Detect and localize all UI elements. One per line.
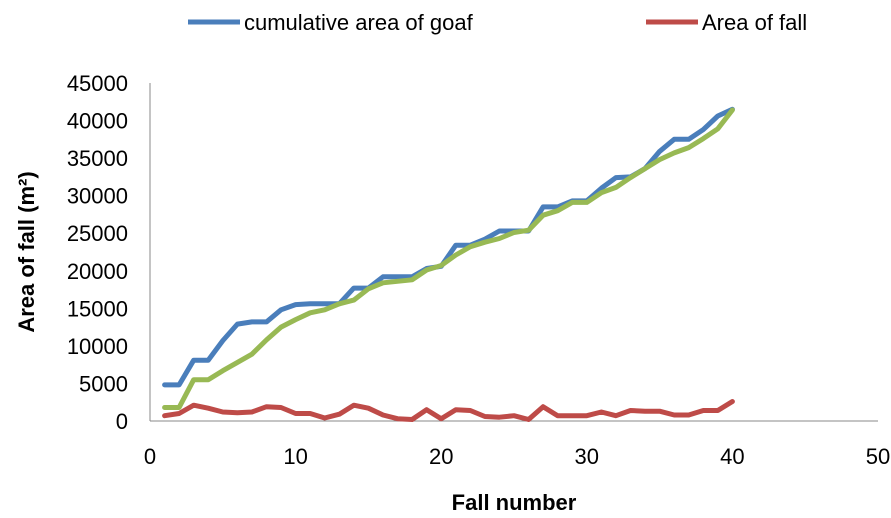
legend-label-cumulative-area-of-goaf: cumulative area of goaf [244,10,474,35]
y-tick-label: 35000 [67,146,128,171]
y-tick-label: 10000 [67,334,128,359]
series-line-cumulative-area-of-goaf [162,106,735,388]
series-layer [162,106,735,422]
y-tick-label: 20000 [67,259,128,284]
axes [149,83,878,422]
x-tick-label: 50 [866,444,890,469]
y-tick-label: 5000 [79,371,128,396]
y-tick-label: 45000 [67,71,128,96]
y-tick-label: 0 [116,409,128,434]
x-tick-label: 20 [429,444,453,469]
y-tick-label: 40000 [67,109,128,134]
y-axis-title: Area of fall (m²) [14,171,39,332]
series-line-area-of-fall [162,399,735,422]
series-line-green [162,107,735,410]
y-tick-label: 15000 [67,296,128,321]
x-ticks: 0 10 20 30 40 50 [144,444,890,469]
legend: cumulative area of goaf Area of fall [188,10,807,35]
y-tick-label: 30000 [67,184,128,209]
y-tick-label: 25000 [67,221,128,246]
legend-label-area-of-fall: Area of fall [702,10,807,35]
x-tick-label: 40 [720,444,744,469]
x-tick-label: 10 [283,444,307,469]
x-tick-label: 30 [575,444,599,469]
x-axis-title: Fall number [452,490,577,515]
y-ticks: 0 5000 10000 15000 20000 25000 30000 35000 40000… [67,71,128,434]
x-tick-label: 0 [144,444,156,469]
